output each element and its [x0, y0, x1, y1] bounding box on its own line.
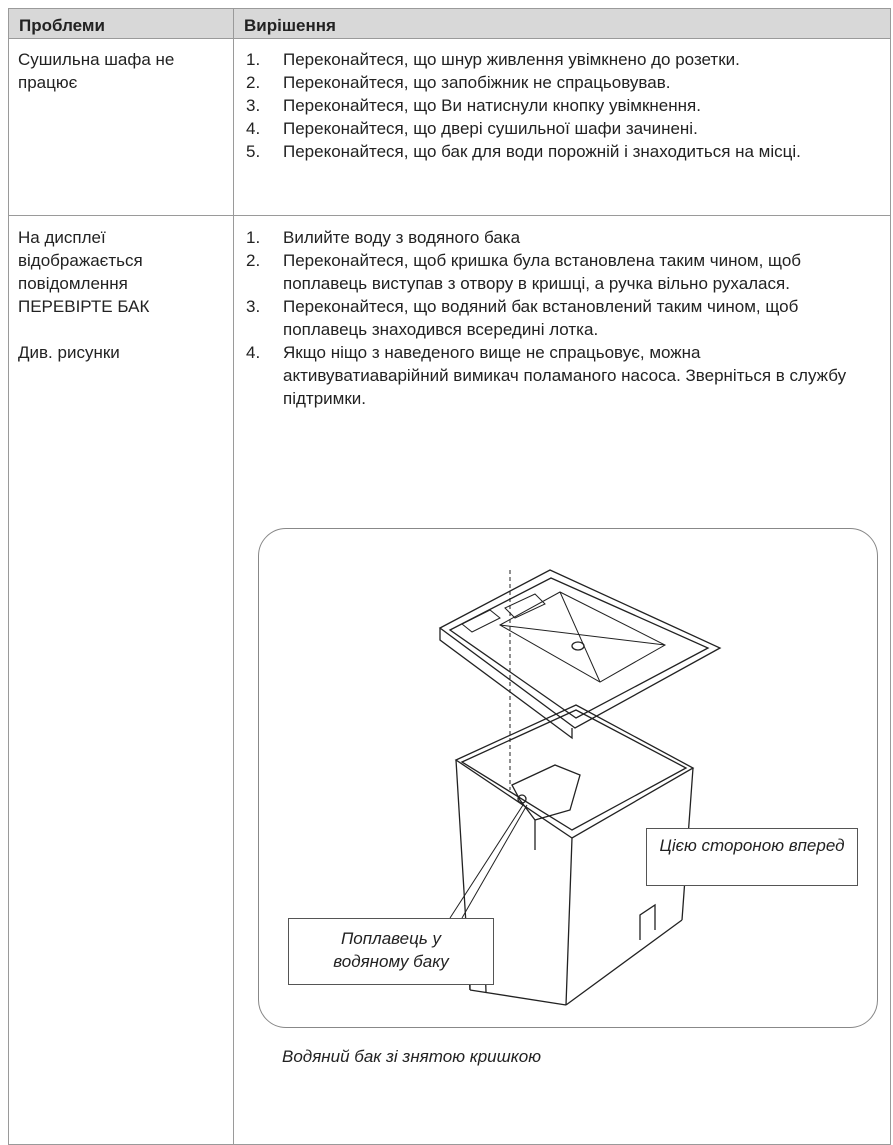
tank-feet	[469, 903, 656, 993]
lid	[438, 569, 722, 740]
item-text: Переконайтеся, щоб кришка була встановле…	[283, 251, 802, 293]
callout: Поплавець у водяному баку	[288, 918, 494, 985]
caption: Водяний бак зі знятою кришкою	[282, 1047, 542, 1066]
item-number: 1.	[246, 228, 261, 247]
callout: Цією стороною вперед	[646, 828, 858, 886]
figure-frame	[258, 528, 878, 1028]
problem: На дисплеї відображається повідомлення П…	[18, 228, 150, 316]
tank-rim	[454, 704, 695, 839]
item-text: Переконайтеся, що запобіжник не спрацьов…	[283, 73, 671, 92]
callout-text: Поплавець у водяному баку	[333, 929, 449, 971]
item-text: Переконайтеся, що водяний бак встановлен…	[283, 297, 799, 339]
item-text: Переконайтеся, що бак для води порожній …	[283, 142, 801, 161]
header-cell: Проблеми	[8, 8, 234, 39]
item-number: 2.	[246, 251, 261, 270]
item-text: Якщо ніщо з наведеного вище не спрацьову…	[283, 343, 847, 408]
header: Вирішення	[244, 16, 336, 35]
item-number: 3.	[246, 96, 261, 115]
float	[511, 764, 581, 850]
float-pivot	[517, 794, 527, 804]
item-number: 2.	[246, 73, 261, 92]
item-number: 5.	[246, 142, 261, 161]
lid-hole	[571, 641, 585, 651]
problem: Сушильна шафа не працює	[18, 50, 175, 92]
header: Проблеми	[19, 16, 105, 35]
item-text: Переконайтеся, що Ви натиснули кнопку ув…	[283, 96, 701, 115]
item-text: Переконайтеся, що шнур живлення увімкнен…	[283, 50, 740, 69]
callout-text: Цією стороною вперед	[659, 836, 845, 855]
item-text: Вилийте воду з водяного бака	[283, 228, 521, 247]
item-number: 1.	[246, 50, 261, 69]
problem-note: Див. рисунки	[18, 343, 120, 362]
item-text: Переконайтеся, що двері сушильної шафи з…	[283, 119, 698, 138]
item-number: 3.	[246, 297, 261, 316]
lid-funnel	[498, 591, 667, 683]
item-number: 4.	[246, 119, 261, 138]
item-number: 4.	[246, 343, 261, 362]
callout-line	[449, 804, 528, 919]
lid-label	[461, 593, 546, 633]
